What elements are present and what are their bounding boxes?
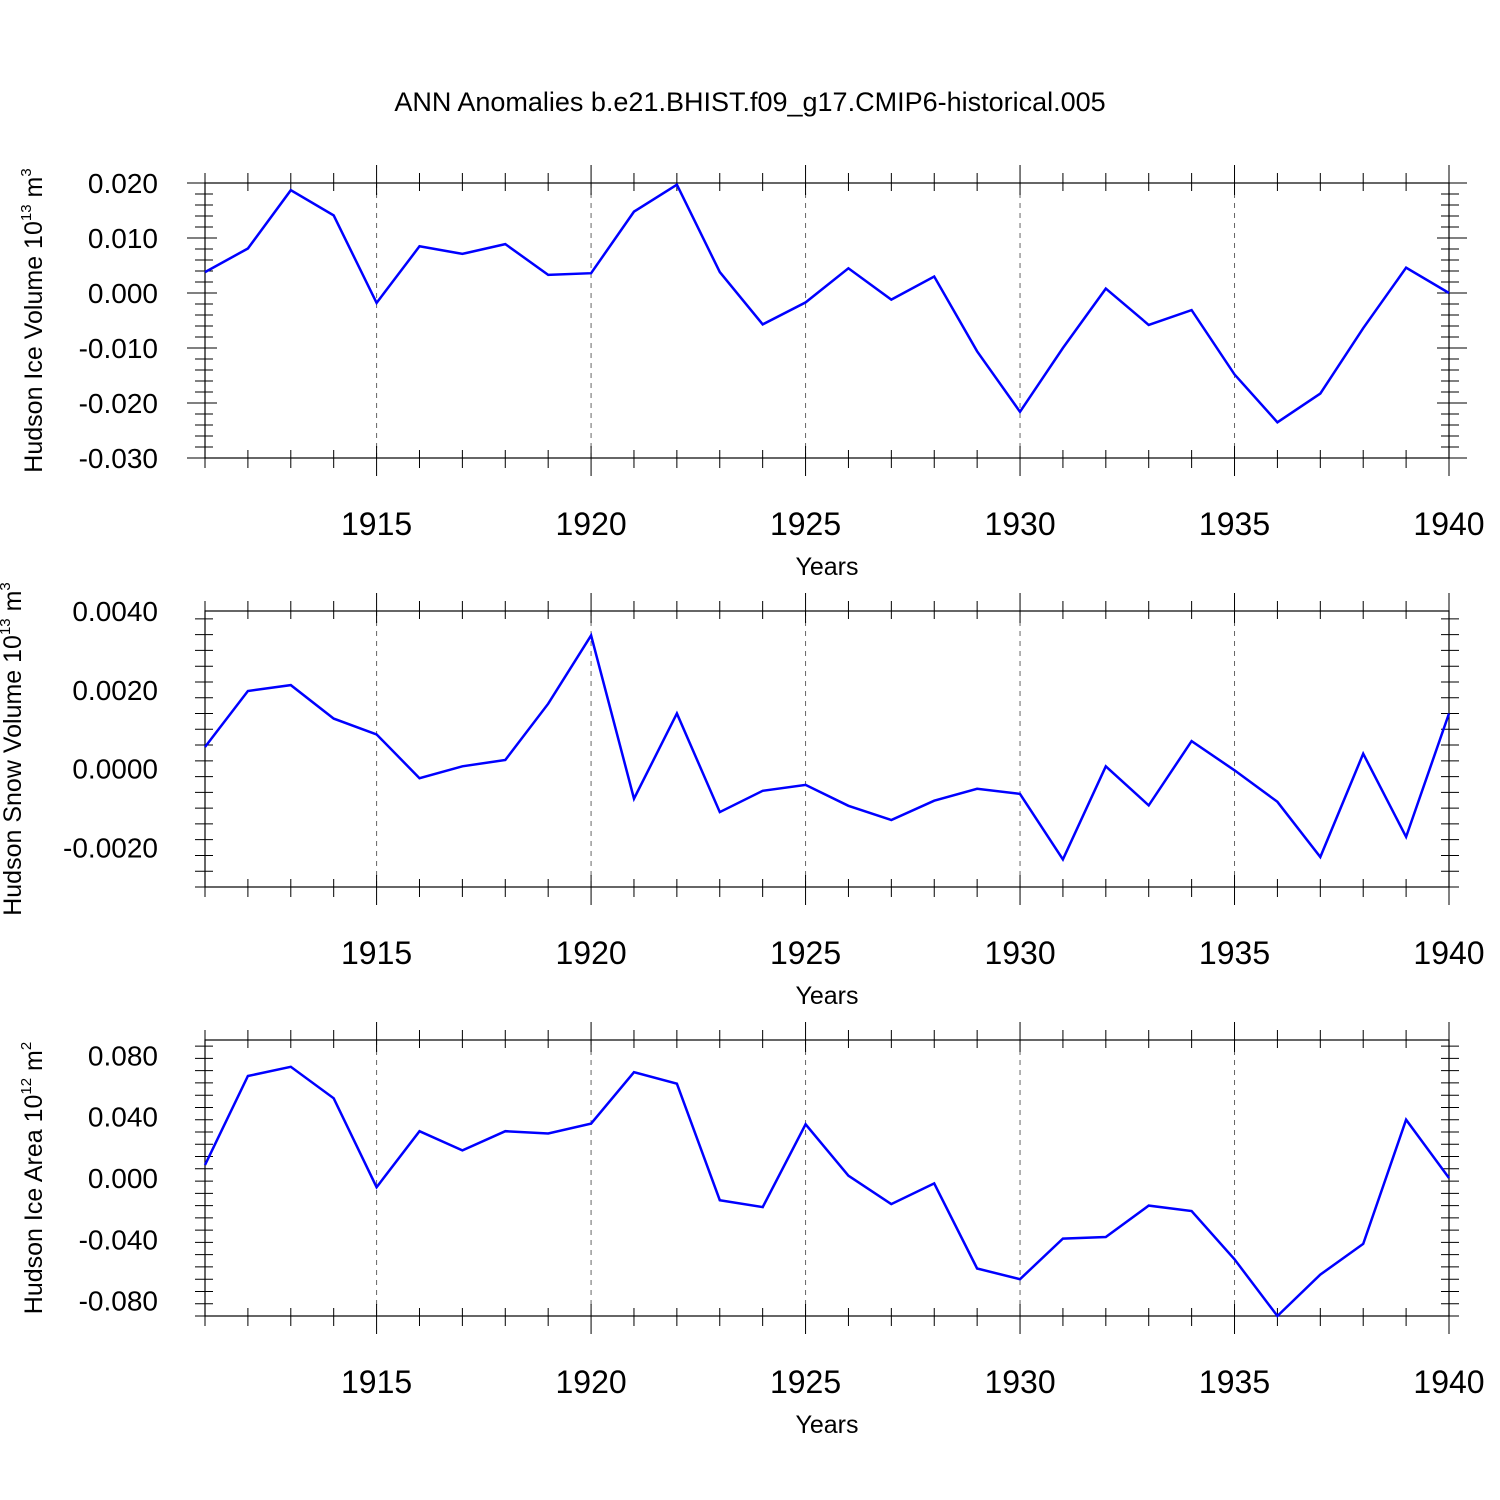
ice-area-panel: 1915 1920 1925 1930 1935 1940 -0.080 -0.040 0.00… bbox=[18, 1022, 1485, 1439]
y-tick-label: 0.010 bbox=[88, 223, 158, 254]
y-axis-title-text: Hudson Ice Volume 10 bbox=[20, 221, 48, 473]
x-tick-label: 1915 bbox=[341, 506, 412, 542]
plot-frame bbox=[204, 182, 1450, 459]
y-tick-label: 0.020 bbox=[88, 168, 158, 199]
y-tick-label: -0.0020 bbox=[63, 833, 158, 864]
y-axis-title-text: Hudson Ice Area 10 bbox=[20, 1095, 48, 1315]
x-axis-title: Years bbox=[795, 1411, 858, 1439]
y-axis-title-exponent: 13 bbox=[18, 204, 35, 221]
y-axis-title-unit: m bbox=[20, 1050, 48, 1078]
y-axis-title-text: Hudson Snow Volume 10 bbox=[0, 635, 27, 916]
x-tick-label: 1930 bbox=[984, 1364, 1055, 1400]
x-tick-label: 1925 bbox=[770, 1364, 841, 1400]
x-tick-label: 1935 bbox=[1199, 1364, 1270, 1400]
y-tick-label: -0.010 bbox=[79, 333, 158, 364]
x-tick-label: 1920 bbox=[555, 1364, 626, 1400]
y-axis-title: Hudson Ice Volume 1013 m3 bbox=[18, 168, 48, 472]
x-tick-label: 1940 bbox=[1413, 935, 1484, 971]
y-axis-title-unit: m bbox=[20, 177, 48, 205]
x-tick-label: 1915 bbox=[341, 935, 412, 971]
y-tick-label: 0.0020 bbox=[72, 675, 158, 706]
y-axis-title-unit-exponent: 2 bbox=[18, 1042, 35, 1050]
y-tick-label: 0.080 bbox=[88, 1040, 158, 1071]
x-tick-label: 1920 bbox=[555, 506, 626, 542]
y-tick-label: -0.080 bbox=[79, 1286, 158, 1317]
y-tick-label: -0.030 bbox=[79, 443, 158, 474]
y-tick-label: 0.0000 bbox=[72, 754, 158, 785]
series-line bbox=[203, 1065, 1451, 1318]
ice-volume-panel: 1915 1920 1925 1930 1935 1940 -0.030 -0.020 -0.0… bbox=[18, 165, 1485, 581]
plot-frame bbox=[204, 1039, 1450, 1317]
y-axis-title-unit-exponent: 3 bbox=[18, 168, 35, 176]
y-tick-label: 0.000 bbox=[88, 1163, 158, 1194]
series-line bbox=[204, 632, 1451, 862]
y-tick-label: 0.000 bbox=[88, 278, 158, 309]
y-tick-label: 0.0040 bbox=[72, 596, 158, 627]
x-tick-label: 1915 bbox=[341, 1364, 412, 1400]
x-tick-label: 1925 bbox=[770, 935, 841, 971]
y-axis-title: Hudson Ice Area 1012 m2 bbox=[18, 1042, 48, 1314]
y-tick-label: -0.020 bbox=[79, 388, 158, 419]
y-axis-title-exponent: 13 bbox=[0, 618, 14, 635]
x-tick-label: 1930 bbox=[984, 935, 1055, 971]
x-axis-title: Years bbox=[795, 553, 858, 581]
y-axis-title-unit: m bbox=[0, 591, 27, 619]
y-axis-title-exponent: 12 bbox=[18, 1078, 35, 1095]
x-tick-label: 1925 bbox=[770, 506, 841, 542]
x-tick-label: 1935 bbox=[1199, 506, 1270, 542]
x-tick-label: 1930 bbox=[984, 506, 1055, 542]
x-tick-label: 1940 bbox=[1413, 506, 1484, 542]
figure-title: ANN Anomalies b.e21.BHIST.f09_g17.CMIP6-… bbox=[394, 87, 1105, 117]
snow-volume-panel: 1915 1920 1925 1930 1935 1940 -0.0020 0.0000 0.0… bbox=[0, 582, 1485, 1010]
plots-container: 1915 1920 1925 1930 1935 1940 -0.030 -0.020 -0.0… bbox=[0, 165, 1485, 1439]
y-axis-title-unit-exponent: 3 bbox=[0, 582, 14, 590]
plot-frame bbox=[204, 610, 1450, 888]
x-tick-label: 1940 bbox=[1413, 1364, 1484, 1400]
x-tick-label: 1920 bbox=[555, 935, 626, 971]
x-axis-title: Years bbox=[795, 982, 858, 1010]
y-tick-label: -0.040 bbox=[79, 1224, 158, 1255]
y-axis-title: Hudson Snow Volume 1013 m3 bbox=[0, 582, 27, 916]
x-tick-label: 1935 bbox=[1199, 935, 1270, 971]
series-line bbox=[204, 182, 1450, 424]
y-tick-label: 0.040 bbox=[88, 1102, 158, 1133]
